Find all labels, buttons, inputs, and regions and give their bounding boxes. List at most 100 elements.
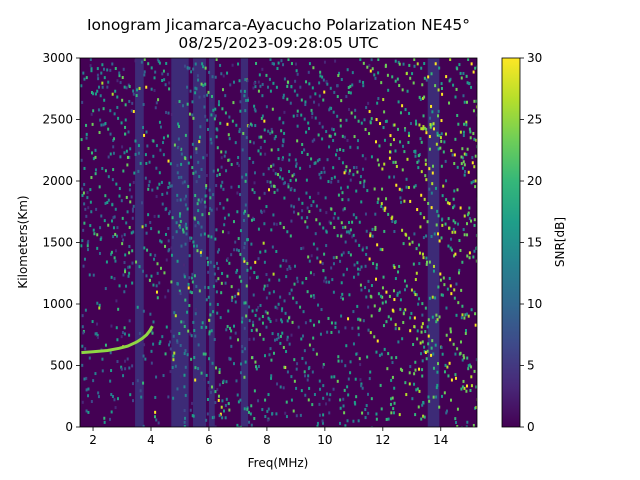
- noise-pixel: [286, 267, 289, 271]
- streak-pixel: [188, 112, 191, 116]
- noise-pixel: [419, 97, 422, 101]
- streak-pixel: [289, 234, 292, 238]
- noise-pixel: [292, 210, 295, 214]
- streak-pixel: [374, 277, 377, 281]
- noise-pixel: [283, 299, 286, 303]
- streak-pixel: [239, 229, 242, 233]
- noise-pixel: [469, 130, 472, 134]
- noise-pixel: [400, 188, 403, 192]
- streak-pixel: [312, 200, 315, 204]
- streak-pixel: [113, 137, 116, 141]
- noise-pixel: [101, 63, 104, 67]
- noise-pixel: [362, 319, 365, 323]
- noise-pixel: [216, 302, 219, 306]
- noise-pixel: [440, 82, 443, 86]
- streak-pixel: [461, 385, 464, 389]
- noise-pixel: [123, 233, 126, 237]
- noise-pixel: [408, 382, 411, 386]
- noise-pixel: [134, 59, 137, 63]
- noise-pixel: [295, 164, 298, 168]
- streak-pixel: [470, 62, 473, 66]
- noise-pixel: [138, 331, 141, 335]
- noise-pixel: [109, 351, 112, 355]
- streak-pixel: [312, 348, 315, 352]
- streak-pixel: [358, 79, 361, 83]
- noise-pixel: [250, 423, 253, 427]
- noise-pixel: [300, 337, 303, 341]
- chart-title-line-2: 08/25/2023-09:28:05 UTC: [178, 34, 379, 52]
- noise-pixel: [263, 260, 266, 264]
- noise-pixel: [253, 191, 256, 195]
- noise-pixel: [225, 328, 228, 332]
- streak-pixel: [391, 215, 394, 219]
- streak-pixel: [352, 173, 355, 177]
- noise-pixel: [475, 405, 477, 409]
- streak-pixel: [253, 107, 256, 111]
- noise-pixel: [292, 205, 295, 209]
- noise-pixel: [269, 320, 272, 324]
- noise-pixel: [128, 366, 131, 370]
- noise-pixel: [464, 329, 467, 333]
- noise-pixel: [235, 379, 238, 383]
- noise-pixel: [216, 388, 219, 392]
- streak-pixel: [447, 244, 450, 248]
- noise-pixel: [193, 274, 196, 278]
- streak-pixel: [339, 406, 342, 410]
- streak-pixel: [409, 329, 412, 333]
- noise-pixel: [112, 168, 115, 172]
- streak-pixel: [314, 116, 317, 120]
- noise-pixel: [158, 120, 161, 124]
- noise-pixel: [279, 175, 282, 179]
- noise-pixel: [214, 107, 217, 111]
- streak-pixel: [254, 85, 257, 89]
- noise-pixel: [101, 166, 104, 170]
- noise-pixel: [128, 271, 131, 275]
- noise-pixel: [463, 100, 466, 104]
- streak-pixel: [380, 204, 383, 208]
- streak-pixel: [356, 170, 359, 174]
- streak-pixel: [305, 191, 308, 195]
- noise-pixel: [399, 140, 402, 144]
- streak-pixel: [193, 244, 196, 248]
- streak-pixel: [169, 184, 172, 188]
- noise-pixel: [172, 354, 175, 358]
- streak-pixel: [124, 270, 127, 274]
- noise-pixel: [261, 82, 264, 86]
- streak-pixel: [230, 329, 233, 333]
- streak-pixel: [456, 165, 459, 169]
- noise-pixel: [371, 227, 374, 231]
- streak-pixel: [111, 203, 114, 207]
- streak-pixel: [262, 337, 265, 341]
- noise-pixel: [128, 155, 131, 159]
- noise-pixel: [296, 124, 299, 128]
- noise-pixel: [245, 173, 248, 177]
- noise-pixel: [97, 391, 100, 395]
- multi-hop-streaks: [80, 58, 477, 421]
- noise-pixel: [362, 181, 365, 185]
- noise-pixel: [162, 374, 165, 378]
- y-tick-label: 2000: [42, 174, 73, 188]
- noise-pixel: [183, 373, 186, 377]
- noise-pixel: [296, 114, 299, 118]
- streak-pixel: [297, 197, 300, 201]
- noise-pixel: [310, 108, 313, 112]
- streak-pixel: [413, 58, 416, 61]
- noise-pixel: [216, 168, 219, 172]
- noise-pixel: [422, 236, 425, 240]
- noise-pixel: [153, 214, 156, 218]
- noise-pixel: [348, 293, 351, 297]
- noise-pixel: [394, 59, 397, 63]
- noise-pixel: [164, 295, 167, 299]
- streak-pixel: [299, 305, 302, 309]
- noise-pixel: [237, 288, 240, 292]
- noise-pixel: [249, 276, 252, 280]
- noise-pixel: [85, 409, 88, 413]
- streak-pixel: [126, 163, 129, 167]
- streak-pixel: [341, 297, 344, 301]
- noise-pixel: [158, 342, 161, 346]
- streak-pixel: [191, 166, 194, 170]
- noise-pixel: [118, 74, 121, 78]
- noise-pixel: [149, 312, 152, 316]
- noise-pixel: [460, 155, 463, 159]
- noise-pixel: [332, 262, 335, 266]
